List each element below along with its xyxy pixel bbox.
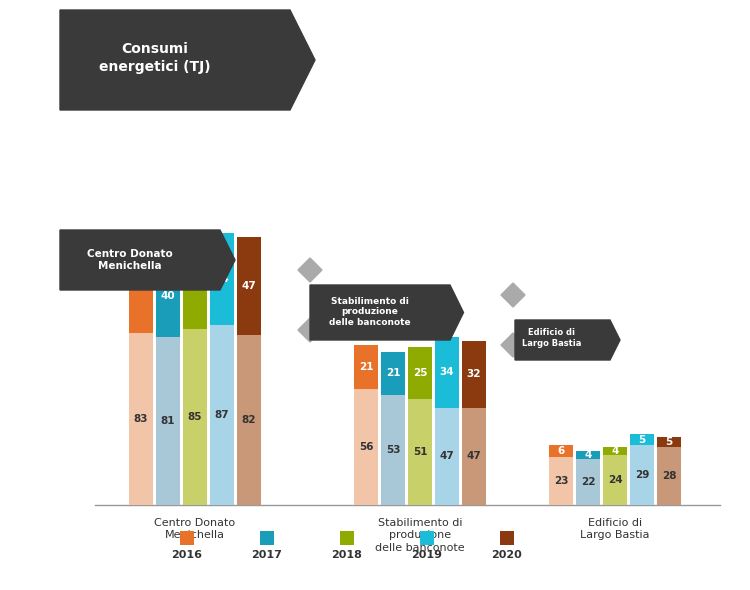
Text: 5: 5 bbox=[638, 435, 646, 445]
Text: 4: 4 bbox=[611, 446, 619, 456]
Bar bbox=[435, 408, 459, 505]
Bar bbox=[462, 408, 486, 505]
Bar bbox=[603, 447, 627, 455]
Text: 87: 87 bbox=[214, 410, 230, 419]
Text: 29: 29 bbox=[634, 470, 650, 480]
Text: 81: 81 bbox=[160, 416, 176, 426]
Bar bbox=[354, 345, 378, 389]
Bar bbox=[657, 437, 681, 447]
Bar bbox=[129, 237, 153, 333]
Text: 85: 85 bbox=[188, 412, 202, 422]
Text: 32: 32 bbox=[466, 369, 482, 379]
Text: 2018: 2018 bbox=[332, 550, 362, 560]
Text: Edificio di
Largo Bastia: Edificio di Largo Bastia bbox=[522, 328, 582, 348]
Text: Centro Donato
Menichella: Centro Donato Menichella bbox=[87, 249, 172, 271]
Bar bbox=[381, 352, 405, 395]
Text: 22: 22 bbox=[580, 477, 596, 487]
Polygon shape bbox=[298, 318, 322, 342]
Text: Stabilimento di
produzione
delle banconote: Stabilimento di produzione delle bancono… bbox=[329, 297, 411, 327]
Bar bbox=[408, 399, 432, 505]
Bar bbox=[630, 445, 654, 505]
Polygon shape bbox=[501, 333, 525, 357]
Text: 44: 44 bbox=[214, 274, 230, 284]
Text: 2019: 2019 bbox=[412, 550, 442, 560]
Bar bbox=[210, 324, 234, 505]
Text: 25: 25 bbox=[413, 368, 428, 378]
Bar bbox=[183, 329, 207, 505]
Text: 47: 47 bbox=[466, 451, 482, 461]
Text: 28: 28 bbox=[662, 471, 676, 481]
Text: 2016: 2016 bbox=[172, 550, 202, 560]
Text: 47: 47 bbox=[440, 451, 454, 461]
Polygon shape bbox=[501, 283, 525, 307]
Bar bbox=[408, 348, 432, 399]
Text: 47: 47 bbox=[242, 281, 256, 291]
Text: 82: 82 bbox=[242, 415, 256, 425]
Bar bbox=[435, 337, 459, 408]
Bar bbox=[603, 455, 627, 505]
Polygon shape bbox=[298, 258, 322, 282]
Bar bbox=[156, 254, 180, 337]
Text: 41: 41 bbox=[188, 281, 202, 291]
Bar bbox=[180, 531, 194, 545]
Polygon shape bbox=[60, 230, 235, 290]
Bar bbox=[237, 237, 261, 335]
Bar bbox=[183, 244, 207, 329]
Text: 23: 23 bbox=[554, 476, 568, 486]
Bar bbox=[462, 341, 486, 408]
Text: 6: 6 bbox=[557, 446, 565, 456]
Text: 46: 46 bbox=[134, 280, 148, 290]
Text: 56: 56 bbox=[358, 442, 374, 452]
Bar bbox=[549, 457, 573, 505]
Polygon shape bbox=[310, 285, 464, 340]
Text: 2017: 2017 bbox=[251, 550, 283, 560]
Bar bbox=[576, 451, 600, 460]
Polygon shape bbox=[515, 320, 620, 360]
Text: Centro Donato
Menichella: Centro Donato Menichella bbox=[154, 518, 236, 540]
Text: 4: 4 bbox=[584, 450, 592, 460]
Text: 21: 21 bbox=[358, 362, 374, 372]
Polygon shape bbox=[60, 10, 315, 110]
Bar bbox=[237, 335, 261, 505]
Text: 34: 34 bbox=[440, 367, 454, 377]
Text: 2020: 2020 bbox=[492, 550, 522, 560]
Text: 21: 21 bbox=[386, 368, 400, 378]
Bar bbox=[156, 337, 180, 505]
Bar bbox=[630, 434, 654, 445]
Bar bbox=[500, 531, 514, 545]
Bar bbox=[354, 389, 378, 505]
Bar bbox=[657, 447, 681, 505]
Bar bbox=[420, 531, 434, 545]
Text: Stabilimento di
produzione
delle banconote: Stabilimento di produzione delle bancono… bbox=[375, 518, 465, 553]
Text: 51: 51 bbox=[413, 447, 428, 457]
Bar bbox=[129, 333, 153, 505]
Bar bbox=[549, 445, 573, 457]
Text: 53: 53 bbox=[386, 445, 400, 455]
Bar bbox=[210, 233, 234, 324]
Bar bbox=[381, 395, 405, 505]
Text: Consumi
energetici (TJ): Consumi energetici (TJ) bbox=[99, 42, 211, 74]
Text: 5: 5 bbox=[665, 437, 673, 447]
Bar bbox=[340, 531, 354, 545]
Text: Edificio di
Largo Bastia: Edificio di Largo Bastia bbox=[580, 518, 650, 540]
Bar bbox=[576, 460, 600, 505]
Text: 24: 24 bbox=[608, 475, 622, 485]
Text: 83: 83 bbox=[134, 414, 148, 424]
Bar bbox=[260, 531, 274, 545]
Text: 40: 40 bbox=[160, 290, 176, 300]
